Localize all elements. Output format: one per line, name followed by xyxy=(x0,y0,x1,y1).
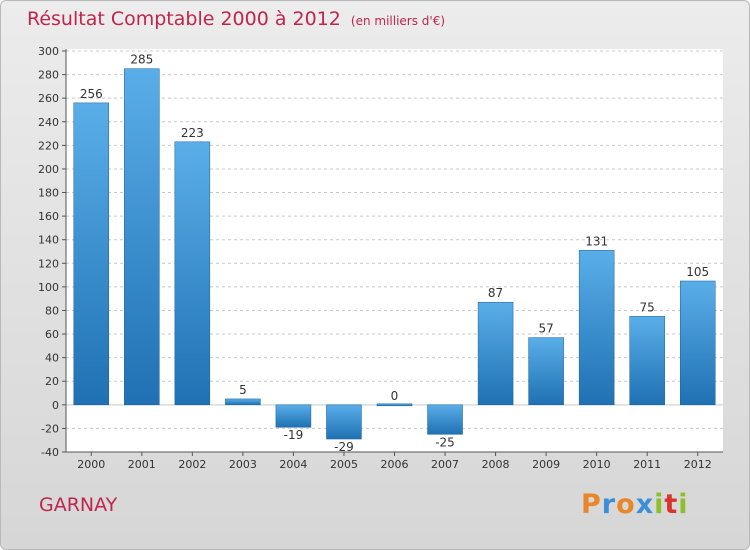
value-label-2003: 5 xyxy=(239,383,247,397)
value-label-2005: -29 xyxy=(334,440,354,454)
bar-2004 xyxy=(275,404,312,428)
y-tick-label: 260 xyxy=(38,92,59,105)
x-tick-label-2007: 2007 xyxy=(431,458,459,471)
value-label-2000: 256 xyxy=(80,87,103,101)
bars xyxy=(73,68,716,440)
x-tick-label-2004: 2004 xyxy=(279,458,307,471)
logo-letter: i xyxy=(654,489,665,520)
x-tick-label-2003: 2003 xyxy=(229,458,257,471)
y-tick-label: 60 xyxy=(45,328,59,341)
value-label-2012: 105 xyxy=(686,265,709,279)
y-tick-label: -40 xyxy=(41,446,59,459)
value-label-2010: 131 xyxy=(585,234,608,248)
y-tick-label: 220 xyxy=(38,139,59,152)
x-tick-label-2011: 2011 xyxy=(633,458,661,471)
bar-2005 xyxy=(326,404,362,440)
commune-name: GARNAY xyxy=(39,494,118,516)
chart-unit-label: (en milliers d'€) xyxy=(350,14,446,28)
bar-2010 xyxy=(578,250,615,406)
logo-letter: P xyxy=(581,489,602,520)
axes xyxy=(62,49,723,456)
y-tick-label: 0 xyxy=(52,399,59,412)
x-tick-label-2000: 2000 xyxy=(77,458,105,471)
y-tick-label: -20 xyxy=(41,422,59,435)
logo-letter: x xyxy=(635,489,655,520)
bar-2000 xyxy=(73,102,110,406)
proxiti-logo: Proxiti xyxy=(581,489,689,520)
y-tick-label: 280 xyxy=(38,69,59,82)
value-label-2001: 285 xyxy=(130,53,153,67)
x-tick-label-2005: 2005 xyxy=(330,458,358,471)
value-label-2011: 75 xyxy=(640,300,655,314)
x-tick-label-2006: 2006 xyxy=(381,458,409,471)
x-tick-label-2001: 2001 xyxy=(128,458,156,471)
y-tick-label: 120 xyxy=(38,257,59,270)
x-tick-label-2010: 2010 xyxy=(583,458,611,471)
value-label-2004: -19 xyxy=(284,428,304,442)
y-tick-label: 200 xyxy=(38,163,59,176)
x-tick-labels: 2000 2001 2002 2003 2004 2005 2006 2007 2008 2009… xyxy=(77,458,711,471)
y-tick-label: 240 xyxy=(38,116,59,129)
bar-2003 xyxy=(225,398,261,406)
value-label-2007: -25 xyxy=(435,435,455,449)
bar-2002 xyxy=(174,141,211,406)
y-tick-label: 180 xyxy=(38,187,59,200)
logo-letter: t xyxy=(664,489,679,520)
bar-2011 xyxy=(629,316,665,406)
logo-letter: o xyxy=(616,489,636,520)
y-tick-label: 80 xyxy=(45,304,59,317)
y-tick-label: 300 xyxy=(38,45,59,58)
bar-2012 xyxy=(679,280,716,406)
value-label-2009: 57 xyxy=(538,322,553,336)
x-tick-label-2009: 2009 xyxy=(532,458,560,471)
value-label-2008: 87 xyxy=(488,286,503,300)
y-tick-label: 160 xyxy=(38,210,59,223)
x-tick-label-2008: 2008 xyxy=(482,458,510,471)
y-tick-label: 20 xyxy=(45,375,59,388)
bar-2009 xyxy=(528,337,564,406)
value-labels: 256 285 223 5 -19 -29 0 -25 87 57 131 75 105 xyxy=(80,53,709,454)
logo-letter: r xyxy=(601,489,617,520)
bar-2007 xyxy=(427,404,463,435)
logo-letter: i xyxy=(678,489,689,520)
value-label-2002: 223 xyxy=(181,126,204,140)
chart-title-text: Résultat Comptable 2000 à 2012 xyxy=(27,8,341,30)
x-tick-label-2002: 2002 xyxy=(178,458,206,471)
y-tick-label: 100 xyxy=(38,281,59,294)
value-label-2006: 0 xyxy=(391,389,399,403)
bar-2008 xyxy=(477,301,514,406)
chart-title: Résultat Comptable 2000 à 2012 (en millie… xyxy=(27,8,445,30)
x-tick-label-2012: 2012 xyxy=(684,458,712,471)
y-tick-label: 40 xyxy=(45,352,59,365)
y-tick-labels: -40 -20 0 20 40 60 80 100 120 140 160 180 200 220 240 2… xyxy=(38,45,59,459)
bar-2001 xyxy=(124,68,160,406)
y-tick-label: 140 xyxy=(38,234,59,247)
bar-2006 xyxy=(376,403,413,407)
